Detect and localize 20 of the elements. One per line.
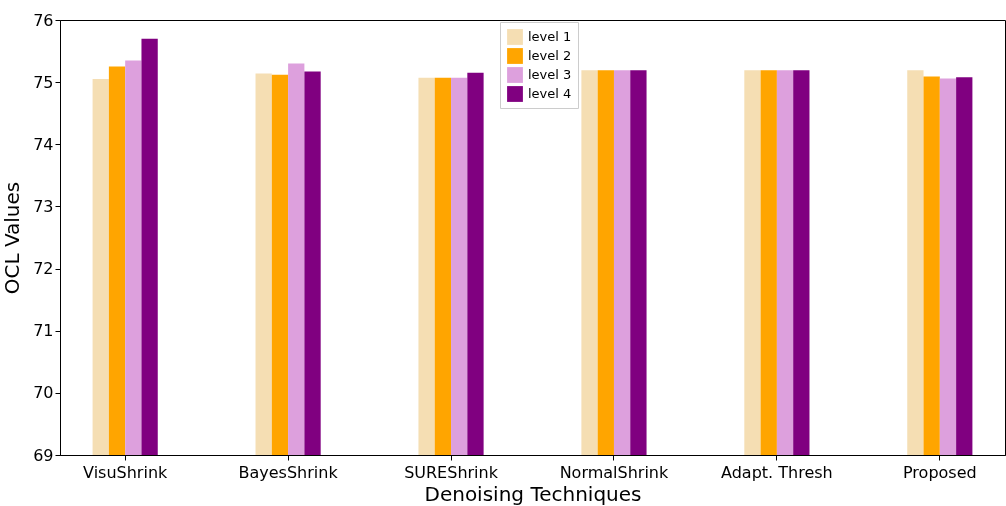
- legend-label: level 4: [528, 86, 572, 101]
- legend-label: level 1: [528, 29, 572, 44]
- x-tick-label: NormalShrink: [559, 462, 669, 482]
- y-tick-label: 75: [33, 72, 54, 92]
- y-axis-title: OCL Values: [0, 181, 25, 295]
- x-axis-title: Denoising Techniques: [424, 481, 642, 506]
- legend-label: level 3: [528, 67, 572, 82]
- x-tick-label: VisuShrink: [83, 462, 169, 482]
- legend-label: level 2: [528, 48, 572, 63]
- y-tick-label: 73: [33, 196, 54, 216]
- x-tick-label: Adapt. Thresh: [721, 462, 833, 482]
- y-tick-label: 69: [33, 445, 54, 465]
- x-tick-label: BayesShrink: [238, 462, 339, 482]
- y-tick-label: 76: [33, 10, 54, 30]
- x-tick-label: SUREShrink: [404, 462, 499, 482]
- y-tick-label: 70: [33, 383, 54, 403]
- y-tick-label: 71: [33, 321, 54, 341]
- y-tick-label: 74: [33, 134, 54, 154]
- y-tick-label: 72: [33, 259, 54, 279]
- x-tick-label: Proposed: [902, 462, 977, 482]
